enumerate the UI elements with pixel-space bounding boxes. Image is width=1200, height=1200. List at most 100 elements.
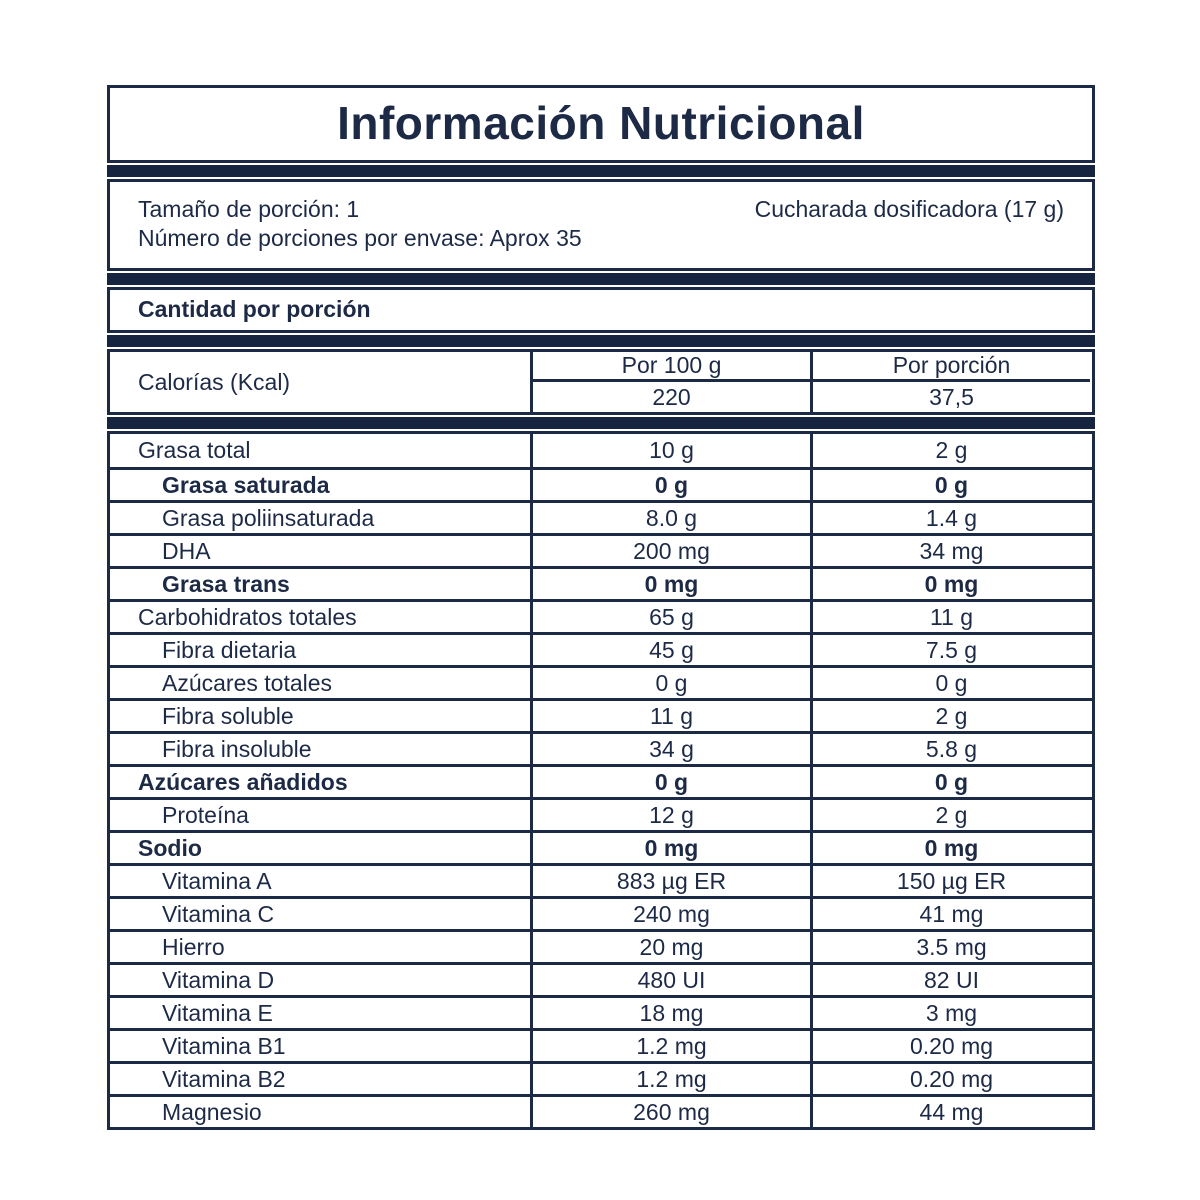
row-value-per-100g: 0 g [530,767,810,798]
row-value-per-serving: 0 g [810,470,1090,501]
column-header-per-100g: Por 100 g [530,352,810,383]
table-row: Fibra soluble 11 g 2 g [110,698,1092,732]
row-label: DHA [162,537,211,564]
table-row: Fibra dietaria 45 g 7.5 g [110,632,1092,666]
row-label: Vitamina A [162,867,272,894]
amount-per-serving-header: Cantidad por porción [138,296,371,323]
table-row: Grasa saturada 0 g 0 g [110,467,1092,501]
row-value-per-100g: 883 µg ER [530,866,810,897]
row-value-per-100g: 34 g [530,734,810,765]
row-label: Grasa saturada [162,471,330,498]
row-value-per-100g: 18 mg [530,998,810,1029]
table-row: Vitamina B1 1.2 mg 0.20 mg [110,1028,1092,1062]
row-label: Proteína [162,801,249,828]
table-row: Vitamina C 240 mg 41 mg [110,896,1092,930]
row-value-per-serving: 2 g [810,800,1090,831]
table-row: Magnesio 260 mg 44 mg [110,1094,1092,1128]
row-value-per-serving: 150 µg ER [810,866,1090,897]
table-row: Grasa total 10 g 2 g [110,434,1092,468]
row-value-per-100g: 480 UI [530,965,810,996]
page-title: Información Nutricional [337,97,865,149]
column-header-per-serving: Por porción [810,352,1090,383]
row-value-per-serving: 11 g [810,602,1090,633]
table-row: Vitamina A 883 µg ER 150 µg ER [110,863,1092,897]
row-value-per-100g: 45 g [530,635,810,666]
row-value-per-100g: 20 mg [530,932,810,963]
row-label: Vitamina C [162,900,275,927]
row-value-per-100g: 0 mg [530,569,810,600]
row-value-per-100g: 0 g [530,470,810,501]
amount-per-serving-section: Cantidad por porción [107,287,1095,334]
row-value-per-serving: 2 g [810,434,1090,468]
row-value-per-serving: 2 g [810,701,1090,732]
serving-size-label: Tamaño de porción: 1 [138,196,360,223]
row-label: Hierro [162,933,225,960]
row-value-per-100g: 260 mg [530,1097,810,1128]
row-value-per-serving: 44 mg [810,1097,1090,1128]
table-row: Grasa poliinsaturada 8.0 g 1.4 g [110,500,1092,534]
row-value-per-serving: 3.5 mg [810,932,1090,963]
row-label: Grasa trans [162,570,290,597]
row-value-per-serving: 3 mg [810,998,1090,1029]
row-label: Carbohidratos totales [138,603,357,630]
serving-size-line: Tamaño de porción: 1 Cucharada dosificad… [138,195,1064,224]
table-row: Grasa trans 0 mg 0 mg [110,566,1092,600]
row-label: Vitamina B2 [162,1065,286,1092]
row-label: Grasa total [138,437,251,464]
serving-info-section: Tamaño de porción: 1 Cucharada dosificad… [107,179,1095,272]
row-value-per-serving: 5.8 g [810,734,1090,765]
table-row: Azúcares añadidos 0 g 0 g [110,764,1092,798]
row-value-per-serving: 82 UI [810,965,1090,996]
row-value-per-serving: 0.20 mg [810,1031,1090,1062]
row-value-per-100g: 240 mg [530,899,810,930]
table-row: Sodio 0 mg 0 mg [110,830,1092,864]
table-row: Hierro 20 mg 3.5 mg [110,929,1092,963]
table-row: Carbohidratos totales 65 g 11 g [110,599,1092,633]
row-label: Grasa poliinsaturada [162,504,375,531]
section-divider-bar [107,417,1095,430]
serving-size-detail: Cucharada dosificadora (17 g) [754,196,1064,223]
row-label: Sodio [138,834,202,861]
row-value-per-serving: 41 mg [810,899,1090,930]
row-value-per-100g: 10 g [530,434,810,468]
table-row: Proteína 12 g 2 g [110,797,1092,831]
title-section: Información Nutricional [107,85,1095,164]
row-value-per-serving: 0 g [810,668,1090,699]
row-value-per-100g: 0 mg [530,833,810,864]
section-divider-bar [107,165,1095,178]
row-label: Azúcares totales [162,669,333,696]
table-row: Vitamina B2 1.2 mg 0.20 mg [110,1061,1092,1095]
calories-per-serving-value: 37,5 [810,382,1090,413]
row-value-per-serving: 0 g [810,767,1090,798]
table-row: Fibra insoluble 34 g 5.8 g [110,731,1092,765]
row-value-per-100g: 65 g [530,602,810,633]
row-value-per-serving: 0.20 mg [810,1064,1090,1095]
section-divider-bar [107,273,1095,286]
row-label: Vitamina E [162,999,273,1026]
row-value-per-serving: 34 mg [810,536,1090,567]
section-divider-bar [107,335,1095,348]
row-label: Fibra dietaria [162,636,297,663]
calories-label: Calorías (Kcal) [138,368,291,395]
row-value-per-serving: 0 mg [810,833,1090,864]
row-value-per-100g: 12 g [530,800,810,831]
row-value-per-serving: 7.5 g [810,635,1090,666]
row-value-per-100g: 8.0 g [530,503,810,534]
nutrition-label: Información Nutricional Tamaño de porció… [107,85,1095,1131]
table-row: Azúcares totales 0 g 0 g [110,665,1092,699]
table-row: Vitamina E 18 mg 3 mg [110,995,1092,1029]
calories-per-100g-value: 220 [530,382,810,413]
row-label: Vitamina B1 [162,1032,286,1059]
table-row: Vitamina D 480 UI 82 UI [110,962,1092,996]
row-value-per-100g: 11 g [530,701,810,732]
table-row: DHA 200 mg 34 mg [110,533,1092,567]
row-label: Fibra insoluble [162,735,312,762]
servings-per-container-label: Número de porciones por envase: Aprox 35 [138,225,582,252]
row-value-per-100g: 200 mg [530,536,810,567]
row-value-per-100g: 1.2 mg [530,1064,810,1095]
calories-block: Calorías (Kcal) Por 100 g Por porción 22… [107,349,1095,416]
row-label: Fibra soluble [162,702,294,729]
row-label: Magnesio [162,1098,262,1125]
row-value-per-100g: 0 g [530,668,810,699]
